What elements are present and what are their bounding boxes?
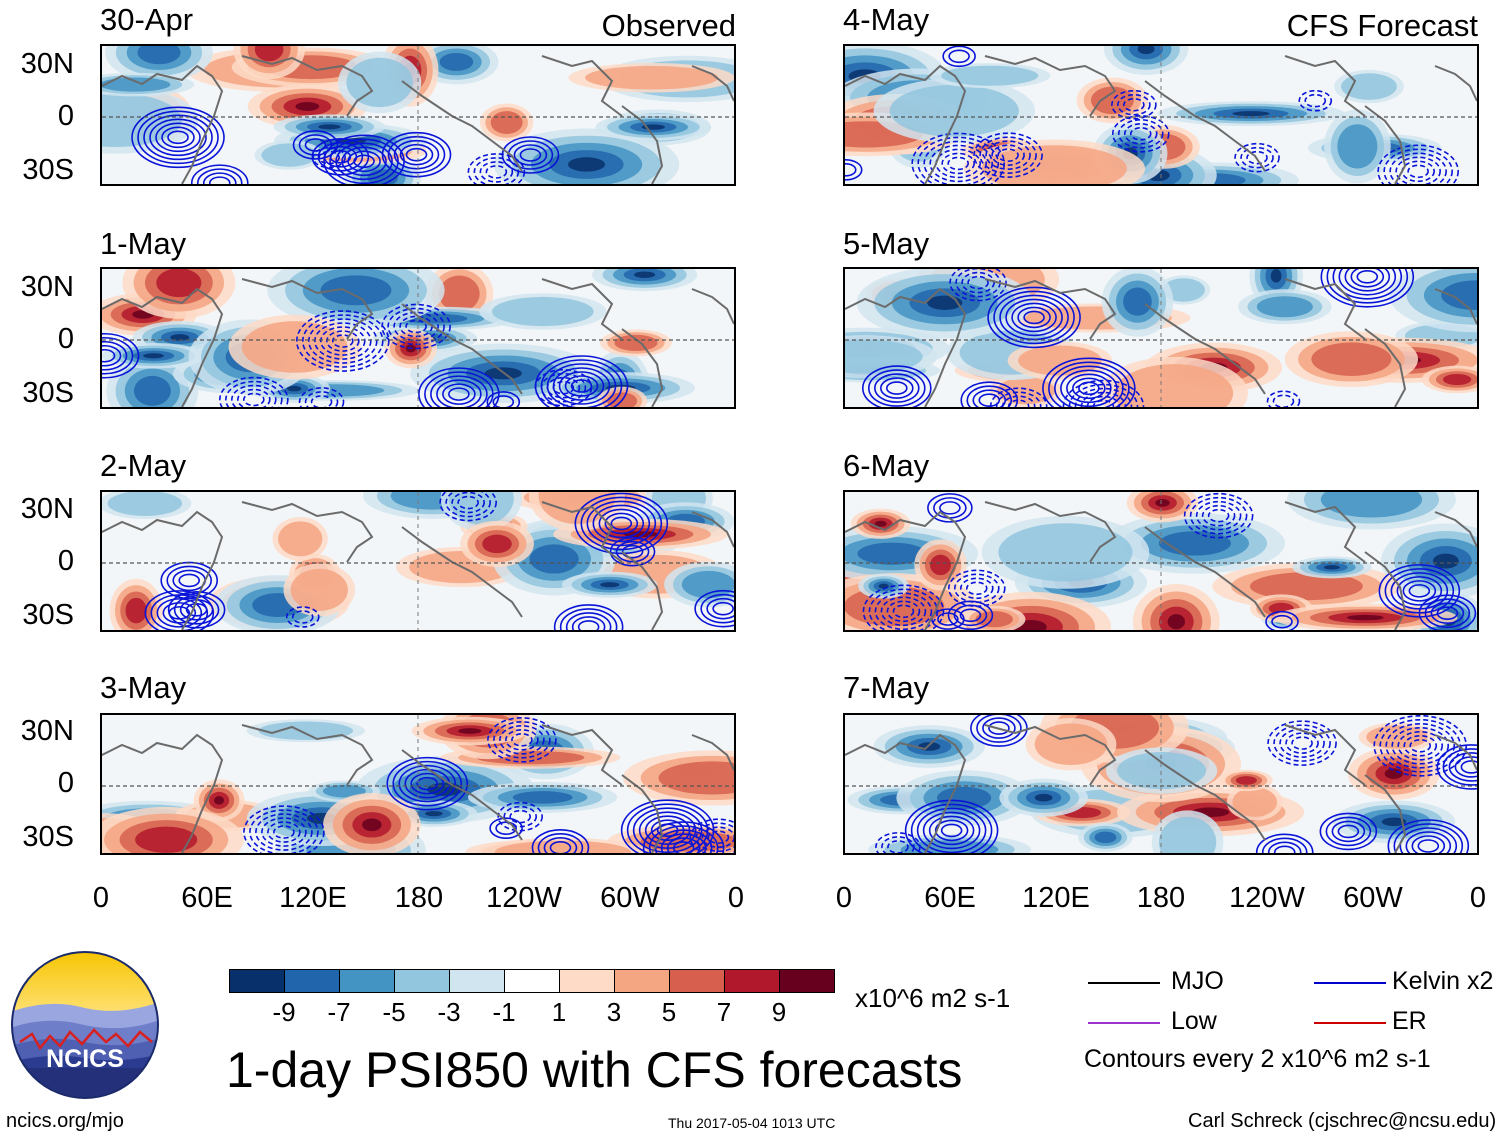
lat-label-30s: 30S bbox=[22, 599, 74, 631]
colorbar-box bbox=[339, 969, 395, 993]
map-panel-forecast-3 bbox=[843, 490, 1479, 632]
footer-timestamp: Thu 2017-05-04 1013 UTC bbox=[668, 1115, 836, 1131]
observed-date-4: 3-May bbox=[100, 670, 187, 705]
lon-label: 180 bbox=[1136, 882, 1186, 914]
observed-date-3: 2-May bbox=[100, 448, 187, 483]
lat-label-30s: 30S bbox=[22, 154, 74, 186]
map-field bbox=[102, 492, 734, 630]
colorbar-box bbox=[779, 969, 835, 993]
colorbar-tick-label: 9 bbox=[771, 997, 787, 1027]
colorbar-tick-label: 3 bbox=[606, 997, 622, 1027]
colorbar-tick-label: 1 bbox=[551, 997, 567, 1027]
map-field bbox=[102, 269, 734, 407]
legend-note: Contours every 2 x10^6 m2 s-1 bbox=[1084, 1045, 1431, 1073]
observed-date-1: 30-Apr bbox=[100, 2, 194, 37]
footer-website[interactable]: ncics.org/mjo bbox=[6, 1110, 124, 1132]
colorbar-box bbox=[669, 969, 725, 993]
colorbar-tick-label: -5 bbox=[382, 997, 406, 1027]
lat-label-eq: 0 bbox=[57, 323, 74, 355]
colorbar-box bbox=[284, 969, 340, 993]
legend-label-er: ER bbox=[1392, 1007, 1427, 1035]
lon-label: 60E bbox=[924, 882, 976, 914]
colorbar-box bbox=[724, 969, 780, 993]
map-panel-observed-2 bbox=[100, 267, 736, 409]
lon-label: 0 bbox=[1469, 882, 1487, 914]
legend-label-mjo: MJO bbox=[1171, 967, 1224, 995]
lon-label: 0 bbox=[835, 882, 853, 914]
map-panel-forecast-4 bbox=[843, 713, 1479, 855]
colorbar-box bbox=[504, 969, 560, 993]
colorbar-box bbox=[394, 969, 450, 993]
figure-title: 1-day PSI850 with CFS forecasts bbox=[226, 1042, 963, 1098]
colorbar bbox=[229, 969, 835, 993]
lon-label: 0 bbox=[727, 882, 745, 914]
map-panel-observed-3 bbox=[100, 490, 736, 632]
ncics-logo: NCICS bbox=[11, 951, 159, 1099]
lat-label-eq: 0 bbox=[57, 100, 74, 132]
lon-label: 120W bbox=[1229, 882, 1305, 914]
forecast-date-2: 5-May bbox=[843, 226, 930, 261]
lat-label-30s: 30S bbox=[22, 377, 74, 409]
legend-label-low: Low bbox=[1171, 1007, 1217, 1035]
legend-label-kelvin: Kelvin x2 bbox=[1392, 967, 1494, 995]
forecast-label: CFS Forecast bbox=[1286, 8, 1478, 43]
colorbar-tick-label: -9 bbox=[272, 997, 296, 1027]
map-panel-forecast-2 bbox=[843, 267, 1479, 409]
map-panel-observed-4 bbox=[100, 713, 736, 855]
colorbar-tick-label: 7 bbox=[716, 997, 732, 1027]
map-field bbox=[845, 715, 1477, 853]
lat-label-30n: 30N bbox=[20, 271, 74, 303]
legend-line-mjo bbox=[1088, 982, 1160, 984]
lat-label-30n: 30N bbox=[20, 493, 74, 525]
colorbar-units: x10^6 m2 s-1 bbox=[855, 983, 1011, 1013]
map-panel-forecast-1 bbox=[843, 44, 1479, 186]
colorbar-box bbox=[229, 969, 285, 993]
lat-label-30n: 30N bbox=[20, 715, 74, 747]
lat-label-eq: 0 bbox=[57, 545, 74, 577]
lon-label: 120E bbox=[279, 882, 347, 914]
lon-label: 60W bbox=[600, 882, 660, 914]
legend-line-low bbox=[1088, 1022, 1160, 1024]
footer-credit: Carl Schreck (cjschrec@ncsu.edu) bbox=[1188, 1110, 1497, 1132]
forecast-date-4: 7-May bbox=[843, 670, 930, 705]
legend-line-kelvin bbox=[1314, 982, 1386, 984]
lon-label: 120W bbox=[486, 882, 562, 914]
colorbar-box bbox=[559, 969, 615, 993]
colorbar-box bbox=[449, 969, 505, 993]
lon-label: 180 bbox=[394, 882, 444, 914]
colorbar-tick-label: 5 bbox=[661, 997, 677, 1027]
lat-label-30s: 30S bbox=[22, 821, 74, 853]
logo-text: NCICS bbox=[46, 1045, 124, 1073]
lon-label: 0 bbox=[92, 882, 110, 914]
observed-label: Observed bbox=[601, 8, 736, 43]
observed-date-2: 1-May bbox=[100, 226, 187, 261]
colorbar-tick-label: -7 bbox=[327, 997, 351, 1027]
map-field bbox=[102, 715, 734, 853]
map-panel-observed-1 bbox=[100, 44, 736, 186]
lon-label: 60W bbox=[1343, 882, 1403, 914]
forecast-date-1: 4-May bbox=[843, 2, 930, 37]
forecast-date-3: 6-May bbox=[843, 448, 930, 483]
map-field bbox=[845, 492, 1477, 630]
colorbar-tick-label: -1 bbox=[492, 997, 516, 1027]
legend-line-er bbox=[1314, 1022, 1386, 1024]
lat-label-eq: 0 bbox=[57, 767, 74, 799]
map-field bbox=[845, 269, 1477, 407]
lon-label: 60E bbox=[181, 882, 233, 914]
map-field bbox=[102, 46, 734, 184]
map-field bbox=[845, 46, 1477, 184]
lat-label-30n: 30N bbox=[20, 48, 74, 80]
colorbar-box bbox=[614, 969, 670, 993]
lon-label: 120E bbox=[1022, 882, 1090, 914]
colorbar-tick-label: -3 bbox=[437, 997, 461, 1027]
